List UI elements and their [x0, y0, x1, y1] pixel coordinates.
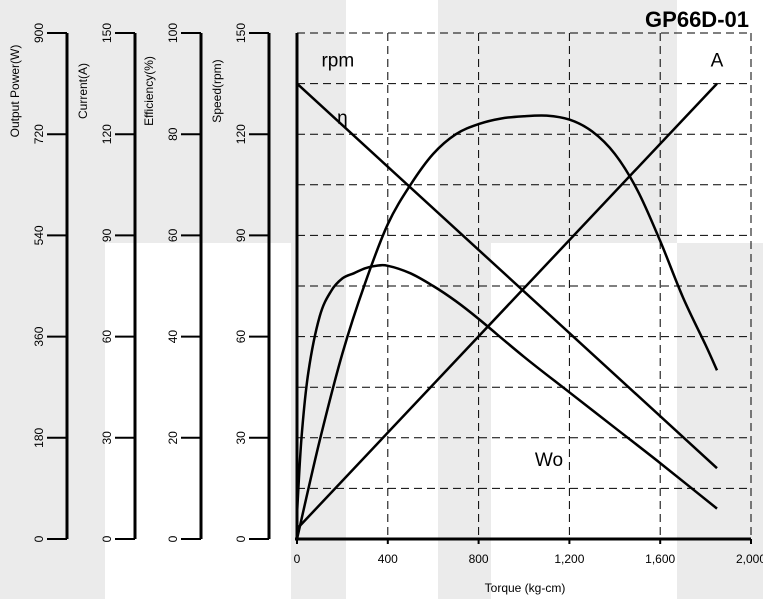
y-tick-label: 150: [100, 23, 114, 43]
x-tick-label: 400: [378, 552, 398, 566]
x-axis: 0 400 800 1,200 1,600 2,000: [294, 537, 763, 566]
background-band: [438, 0, 491, 599]
plot-grid: [295, 32, 752, 539]
y-tick-label: 0: [234, 535, 248, 542]
series-label-efficiency: η: [337, 108, 348, 129]
y-tick-label: 60: [166, 228, 180, 242]
y-tick-label: 0: [100, 535, 114, 542]
y-tick-label: 40: [166, 330, 180, 344]
y-axis-title: Efficiency(%): [142, 56, 156, 126]
background-band: [491, 0, 677, 243]
y-tick-label: 30: [234, 431, 248, 445]
y-tick-label: 90: [100, 228, 114, 242]
series-label-speed: rpm: [321, 51, 354, 72]
series-line-efficiency: [295, 263, 718, 514]
chart-title: GP66D-01: [645, 7, 749, 32]
y-tick-label: 60: [234, 330, 248, 344]
y-tick-label: 360: [32, 326, 46, 346]
y-tick-label: 0: [32, 535, 46, 542]
series-line-speed: [296, 82, 718, 470]
y-tick-label: 540: [32, 225, 46, 245]
x-tick-label: 0: [294, 552, 301, 566]
y-tick-label: 120: [100, 124, 114, 144]
background-band: [291, 0, 346, 599]
background-band: [105, 0, 291, 243]
series-label-current: A: [711, 51, 724, 72]
series-label-power: Wo: [535, 450, 563, 471]
y-axis-current: 0 30 60 90 120 150 Current(A): [76, 23, 137, 542]
y-tick-label: 20: [166, 431, 180, 445]
y-tick-label: 150: [234, 23, 248, 43]
x-tick-label: 1,200: [554, 552, 584, 566]
y-axis-title: Speed(rpm): [210, 59, 224, 122]
y-tick-label: 60: [100, 330, 114, 344]
y-axis-title: Output Power(W): [8, 45, 22, 138]
y-axis-power: 0 180 360 540 720 900 Output Power(W): [8, 23, 69, 542]
y-tick-label: 30: [100, 431, 114, 445]
y-tick-label: 120: [234, 124, 248, 144]
x-tick-label: 800: [469, 552, 489, 566]
background-band: [0, 0, 105, 243]
series-line-current: [296, 82, 718, 530]
x-tick-label: 1,600: [645, 552, 675, 566]
series-curves: rpm A Wo η: [295, 51, 724, 540]
y-tick-label: 100: [166, 23, 180, 43]
series-line-power: [295, 114, 719, 540]
y-tick-label: 80: [166, 127, 180, 141]
y-tick-label: 0: [166, 535, 180, 542]
y-tick-label: 900: [32, 23, 46, 43]
y-tick-label: 720: [32, 124, 46, 144]
x-axis-title: Torque (kg-cm): [485, 581, 566, 595]
y-tick-label: 90: [234, 228, 248, 242]
y-axis-title: Current(A): [76, 63, 90, 119]
y-axis-speed: 0 30 60 90 120 150 Speed(rpm): [210, 23, 271, 542]
x-tick-label: 2,000: [736, 552, 763, 566]
background-band: [677, 243, 763, 599]
y-axis-efficiency: 0 20 40 60 80 100 Efficiency(%): [142, 23, 203, 542]
background-band: [0, 243, 105, 599]
y-tick-label: 180: [32, 427, 46, 447]
